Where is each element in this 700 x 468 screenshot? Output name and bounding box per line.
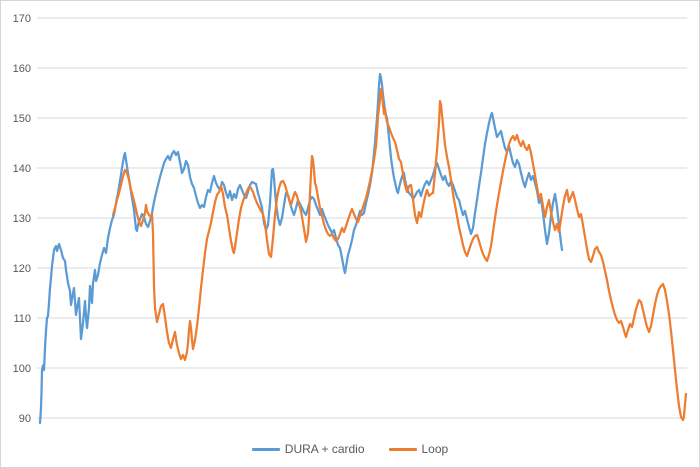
y-axis-tick-label: 170 [13, 13, 31, 25]
series-line-loop [111, 87, 688, 422]
legend-item-loop: Loop [388, 442, 449, 456]
legend-label-loop: Loop [421, 442, 449, 456]
y-axis-tick-label: 140 [13, 163, 31, 175]
y-axis-tick-label: 90 [19, 413, 31, 425]
series-line-dura-cardio [38, 72, 564, 425]
y-axis-tick-label: 130 [13, 213, 31, 225]
legend-label-dura-cardio: DURA + cardio [284, 442, 365, 456]
y-axis-tick-labels-group: 90 100 110 120 130 140 150 160 170 [13, 13, 31, 425]
legend-swatch-dura-cardio-icon [251, 447, 280, 451]
y-axis-tick-label: 120 [13, 263, 31, 275]
y-axis-tick-label: 110 [13, 313, 31, 325]
series-lines-group [38, 72, 688, 425]
y-axis-tick-label: 160 [13, 63, 31, 75]
y-axis-tick-label: 150 [13, 113, 31, 125]
legend-swatch-loop-icon [388, 447, 417, 451]
y-axis-tick-label: 100 [13, 363, 31, 375]
chart-legend: DURA + cardio Loop [1, 440, 699, 458]
legend-item-dura-cardio: DURA + cardio [251, 442, 365, 456]
